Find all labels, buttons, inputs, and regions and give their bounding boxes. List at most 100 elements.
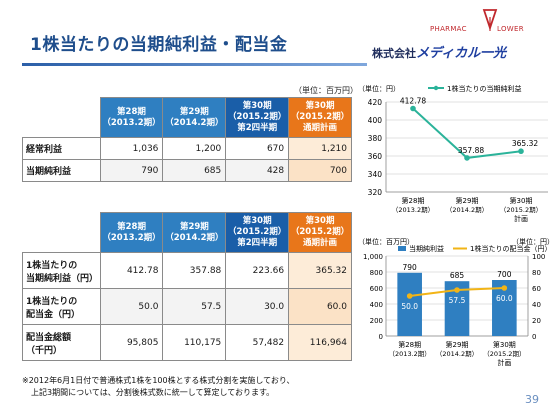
table-cell: 30.0 bbox=[225, 288, 290, 325]
table-cell: 428 bbox=[225, 159, 290, 182]
row-label: 1株当たりの 当期純利益（円） bbox=[22, 252, 101, 289]
company-brand: メディカル一光 bbox=[416, 46, 507, 61]
logo-mark-icon bbox=[482, 9, 498, 31]
table-row: 経常利益 1,036 1,200 670 1,210 bbox=[22, 137, 352, 160]
header-cell: 第28期 （2013.2期） bbox=[99, 212, 164, 253]
x-tick-label: 第29期 bbox=[456, 196, 479, 205]
x-tick-label: 計画 bbox=[514, 214, 528, 223]
chart-unit-label-right: （単位：円） bbox=[512, 237, 554, 246]
y-tick-label: 400 bbox=[368, 116, 383, 125]
eps-line-chart: （単位：円） 1株当たりの当期純利益 320 340 360 380 400 420 412.7… bbox=[358, 84, 548, 223]
company-name: 株式会社メディカル一光 bbox=[372, 42, 506, 61]
data-label: 412.78 bbox=[400, 96, 426, 105]
dividend-label-bg bbox=[399, 301, 420, 311]
table1-unit: （単位：百万円） bbox=[294, 86, 358, 95]
table-cell: 1,210 bbox=[288, 137, 352, 160]
table-corner bbox=[22, 97, 101, 138]
x-tick-label: 第29期 bbox=[446, 340, 469, 349]
y-tick-label: 380 bbox=[368, 134, 383, 143]
data-label: 365.32 bbox=[512, 139, 538, 148]
header-cell: 第28期 （2013.2期） bbox=[99, 97, 164, 138]
profit-table-header: 第28期 （2013.2期） 第29期 （2014.2期） 第30期 （2015.2期… bbox=[22, 97, 352, 138]
chart-unit-label-left: （単位：百万円） bbox=[358, 237, 414, 246]
page-title: 1株当たりの当期純利益・配当金 bbox=[30, 35, 288, 55]
company-logo: PHARMAC LOWER bbox=[430, 8, 550, 38]
table-cell: 110,175 bbox=[162, 324, 227, 361]
x-tick-label: 計画 bbox=[497, 358, 511, 367]
income-dividend-chart: （単位：百万円） （単位：円）当期純利益 1株当たりの配当金（円）020040060… bbox=[358, 237, 554, 367]
header-cell: 第30期 （2015.2期） 第2四半期 bbox=[225, 212, 290, 253]
table-cell: 116,964 bbox=[288, 324, 352, 361]
per-share-table: 第28期 （2013.2期） 第29期 （2014.2期） 第30期 （2015.2期… bbox=[22, 212, 352, 361]
dividend-value-label: 60.0 bbox=[496, 294, 513, 303]
footnote: ※2012年6月1日付で普通株式1株を100株とする株式分割を実施しており、 上… bbox=[22, 375, 295, 399]
y-tick-label-left: 800 bbox=[370, 269, 383, 277]
dividend-label-bg bbox=[494, 293, 515, 303]
data-point bbox=[518, 148, 524, 155]
legend-label: 当期純利益 bbox=[409, 244, 444, 253]
table-row: 1株当たりの 配当金（円） 50.0 57.5 30.0 60.0 bbox=[22, 288, 352, 325]
table-cell: 223.66 bbox=[225, 252, 290, 289]
table-cell: 670 bbox=[225, 137, 290, 160]
legend-swatch bbox=[398, 246, 406, 251]
y-tick-label-left: 1,000 bbox=[363, 253, 383, 261]
table-cell: 700 bbox=[288, 159, 352, 182]
table-cell: 57,482 bbox=[225, 324, 290, 361]
x-tick-label: （2015.2期） bbox=[483, 350, 525, 358]
header-cell: 第29期 （2014.2期） bbox=[162, 212, 227, 253]
data-point bbox=[410, 105, 416, 112]
table-row: 1株当たりの 当期純利益（円） 412.78 357.88 223.66 365.… bbox=[22, 252, 352, 289]
header-cell: 第30期 （2015.2期） 第2四半期 bbox=[225, 97, 290, 138]
table-cell: 95,805 bbox=[99, 324, 164, 361]
legend-label: 1株当たりの当期純利益 bbox=[447, 84, 521, 93]
x-tick-label: （2014.2期） bbox=[446, 206, 488, 214]
y-tick-label-left: 400 bbox=[370, 301, 383, 309]
y-tick-label: 340 bbox=[368, 170, 383, 179]
header-cell: 第29期 （2014.2期） bbox=[162, 97, 227, 138]
table-cell: 365.32 bbox=[288, 252, 352, 289]
y-tick-label-right: 100 bbox=[532, 253, 545, 261]
table-corner bbox=[22, 212, 101, 253]
table-cell: 57.5 bbox=[162, 288, 227, 325]
x-tick-label: 第30期 bbox=[493, 340, 516, 349]
table-cell: 1,200 bbox=[162, 137, 227, 160]
data-label: 357.88 bbox=[458, 146, 484, 155]
x-tick-label: 第30期 bbox=[510, 196, 533, 205]
y-tick-label-left: 0 bbox=[379, 333, 383, 341]
y-tick-label: 320 bbox=[368, 188, 383, 197]
dividend-label-bg bbox=[447, 295, 467, 305]
table-cell: 357.88 bbox=[162, 252, 227, 289]
logo-text-left: PHARMAC bbox=[430, 25, 467, 33]
row-label: 配当金総額 （千円） bbox=[22, 324, 101, 361]
data-point bbox=[501, 285, 508, 291]
dividend-value-label: 50.0 bbox=[401, 302, 418, 311]
chart-unit-label: （単位：円） bbox=[358, 84, 400, 93]
header-cell: 第30期 （2015.2期） 通期計画 bbox=[288, 212, 352, 253]
x-tick-label: （2015.2期） bbox=[500, 206, 542, 214]
y-tick-label: 360 bbox=[368, 152, 383, 161]
y-tick-label-right: 40 bbox=[532, 301, 541, 309]
table-cell: 790 bbox=[99, 159, 164, 182]
footnote-line: 上記3期間については、分割後株式数に統一して算定しております。 bbox=[31, 388, 275, 397]
header-cell: 第30期 （2015.2期） 通期計画 bbox=[288, 97, 352, 138]
legend-label: 1株当たりの配当金（円） bbox=[470, 244, 551, 253]
y-tick-label-right: 0 bbox=[532, 333, 536, 341]
company-prefix: 株式会社 bbox=[372, 47, 416, 60]
footnote-line: ※2012年6月1日付で普通株式1株を100株とする株式分割を実施しており、 bbox=[22, 376, 295, 385]
bar-value-label: 685 bbox=[450, 271, 465, 280]
table-row: 当期純利益 790 685 428 700 bbox=[22, 159, 352, 182]
legend-marker bbox=[433, 85, 439, 91]
row-label: 1株当たりの 配当金（円） bbox=[22, 288, 101, 325]
row-label: 当期純利益 bbox=[22, 159, 101, 182]
x-tick-label: 第28期 bbox=[398, 340, 421, 349]
x-tick-label: （2013.2期） bbox=[392, 206, 434, 214]
data-point bbox=[464, 155, 470, 161]
table-cell: 60.0 bbox=[288, 288, 352, 325]
y-tick-label-left: 200 bbox=[370, 317, 383, 325]
x-tick-label: （2014.2期） bbox=[436, 350, 478, 358]
x-tick-label: （2013.2期） bbox=[389, 350, 431, 358]
page-number: 39 bbox=[525, 393, 539, 406]
table-cell: 50.0 bbox=[99, 288, 164, 325]
y-tick-label-right: 60 bbox=[532, 285, 541, 293]
table-cell: 1,036 bbox=[99, 137, 164, 160]
